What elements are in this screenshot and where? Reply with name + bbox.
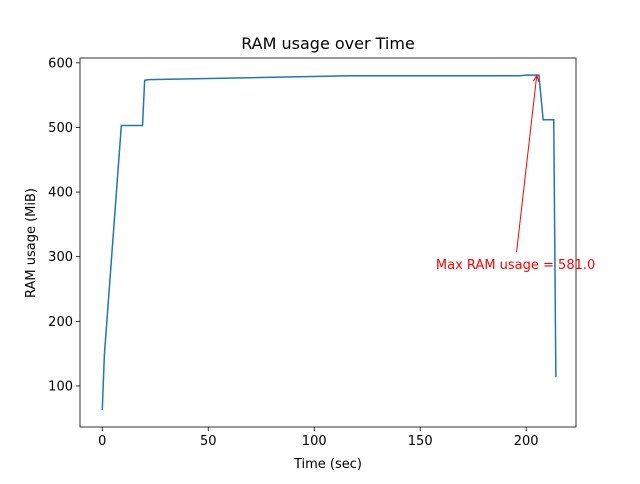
y-tick-label: 400 xyxy=(48,186,73,201)
y-tick-label: 100 xyxy=(48,379,73,394)
x-tick-label: 200 xyxy=(514,434,539,449)
annotation-arrow xyxy=(516,75,538,252)
axes-frame xyxy=(79,57,577,428)
x-tick-label: 0 xyxy=(98,434,106,449)
y-tick-label: 500 xyxy=(48,121,73,136)
y-tick-label: 300 xyxy=(48,250,73,265)
x-tick-label: 150 xyxy=(408,434,433,449)
y-axis-label: RAM usage (MiB) xyxy=(24,188,39,298)
chart-title: RAM usage over Time xyxy=(241,34,415,53)
y-tick-label: 200 xyxy=(48,315,73,330)
x-tick-label: 100 xyxy=(302,434,327,449)
y-tick-label: 600 xyxy=(48,56,73,71)
x-tick-label: 50 xyxy=(200,434,217,449)
annotation-text: Max RAM usage = 581.0 xyxy=(436,258,595,273)
line-series xyxy=(101,74,557,410)
x-axis-label: Time (sec) xyxy=(293,457,362,472)
annotation-arrowhead xyxy=(532,73,540,82)
